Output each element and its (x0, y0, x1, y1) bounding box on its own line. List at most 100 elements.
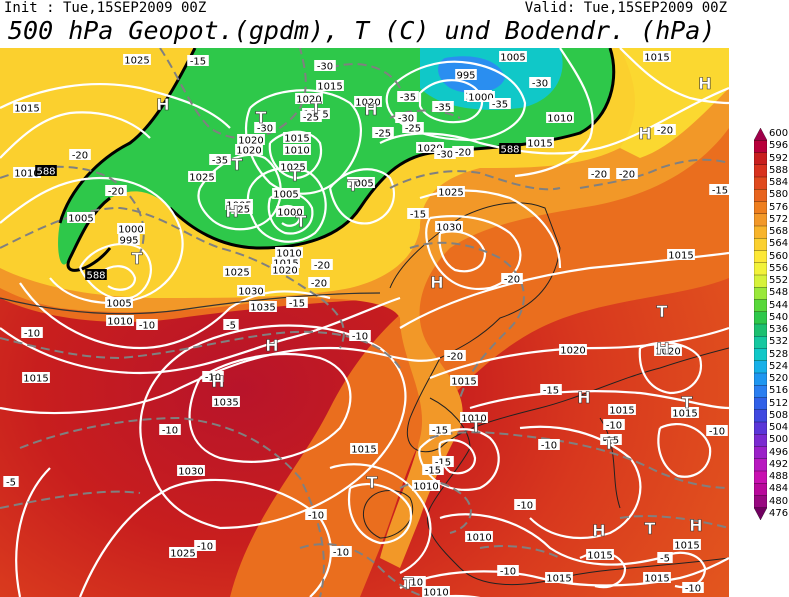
isotherm-label: -10 (202, 371, 224, 384)
isotherm-label-text: -20 (108, 187, 124, 198)
legend-swatch (754, 323, 767, 337)
isotherm-label: -15 (432, 456, 454, 469)
isobar-label: 1015 (316, 80, 344, 93)
legend-value: 588 (769, 164, 789, 176)
isotherm-label: -10 (603, 419, 625, 432)
legend-swatch (754, 140, 767, 154)
header: Init : Tue,15SEP2009 00Z Valid: Tue,15SE… (0, 0, 789, 48)
isobar-label-text: 1015 (546, 574, 571, 585)
legend-value: 516 (769, 385, 789, 397)
isotherm-label: -25 (300, 111, 322, 124)
isotherm-label: -10 (349, 330, 371, 343)
isobar-label-text: 1015 (23, 374, 48, 385)
isotherm-label-text: -15 (603, 436, 619, 447)
isotherm-label: -5 (3, 476, 19, 489)
legend-value: 596 (769, 140, 789, 152)
legend-value: 544 (769, 299, 789, 311)
yellow-zone-ne (620, 48, 729, 158)
isobar-label: 1020 (237, 134, 265, 147)
legend-value: 576 (769, 201, 789, 213)
isobar-label: 1010 (283, 144, 311, 157)
legend-swatch (754, 250, 767, 264)
isotherm-label-text: -10 (205, 373, 221, 384)
isobar-label: 1015 (526, 137, 554, 150)
isotherm-label: -10 (682, 582, 704, 595)
isobar-label-text: 1010 (461, 414, 486, 425)
legend-swatch (754, 421, 767, 435)
isotherm-label: -10 (21, 327, 43, 340)
isotherm-label-text: -10 (333, 548, 349, 559)
isotherm-label-text: -20 (657, 126, 673, 137)
isotherm-label-text: -10 (407, 578, 423, 589)
legend-swatch (754, 470, 767, 484)
isobar-label: 1015 (545, 572, 573, 585)
isotherm-label-text: -10 (24, 329, 40, 340)
isotherm-label-text: -15 (543, 386, 559, 397)
isotherm-label-text: -15 (289, 299, 305, 310)
isobar-label-text: 1005 (106, 299, 131, 310)
high-pressure-center: H (430, 273, 443, 292)
isotherm-label-text: -25 (303, 113, 319, 124)
legend-value: 556 (769, 262, 789, 274)
isobar-label: 1035 (212, 396, 240, 409)
isobar-label-text: 1015 (14, 104, 39, 115)
legend-swatch (754, 434, 767, 448)
geopot-label-text: 588 (36, 167, 55, 178)
isobar-label: 1015 (283, 132, 311, 145)
isobar-label-text: 1015 (451, 377, 476, 388)
isobar-label-text: 1015 (317, 82, 342, 93)
high-pressure-center: H (265, 336, 278, 355)
isobar-label-text: 1020 (236, 146, 261, 157)
low-pressure-center: T (471, 417, 482, 436)
isotherm-label-text: -30 (317, 62, 333, 73)
isobar-label: 995 (118, 234, 140, 247)
legend-swatch (754, 189, 767, 203)
isotherm-label-text: -5 (6, 478, 16, 489)
isobar-label-text: 1010 (423, 588, 448, 597)
isobar-label-text: 1030 (238, 287, 263, 298)
isotherm-label-text: -15 (425, 466, 441, 477)
isotherm-label: -15 (286, 297, 308, 310)
legend-value: 508 (769, 409, 789, 421)
legend-swatch (754, 299, 767, 313)
isotherm-label-text: -5 (660, 554, 670, 565)
isobar-label-text: 1000 (277, 208, 302, 219)
isobar-label-text: 1025 (170, 549, 195, 560)
isobar-label-text: 1010 (107, 317, 132, 328)
isobar-label: 1010 (546, 112, 574, 125)
isotherm-label: -10 (305, 509, 327, 522)
low-pressure-center: T (604, 434, 615, 453)
isotherm-label: -10 (159, 424, 181, 437)
isobar-label-text: 1005 (500, 53, 525, 64)
isobar-label-text: 1020 (296, 95, 321, 106)
low-pressure-center: T (657, 302, 668, 321)
high-pressure-center: H (689, 516, 702, 535)
legend-swatch (754, 201, 767, 215)
legend-value: 496 (769, 446, 789, 458)
isotherm-label: -20 (616, 168, 638, 181)
legend-swatch (754, 213, 767, 227)
isotherm-label-text: -10 (162, 426, 178, 437)
isotherm-label: -20 (452, 146, 474, 159)
legend-value: 572 (769, 213, 789, 225)
isobar-label-text: 1010 (14, 169, 39, 180)
high-pressure-center: H (156, 95, 169, 114)
legend-swatch (754, 225, 767, 239)
isobar-label: 1010 (275, 247, 303, 260)
legend-value: 580 (769, 189, 789, 201)
legend-value: 600 (769, 128, 789, 140)
isotherm-label: -20 (311, 259, 333, 272)
low-pressure-center: T (348, 176, 359, 195)
isotherm-label-text: -20 (72, 151, 88, 162)
isobar-label: 1005 (105, 297, 133, 310)
isotherm-label: -35 (397, 91, 419, 104)
isotherm-label-text: -20 (504, 275, 520, 286)
legend-swatch (754, 446, 767, 460)
legend-swatch (754, 507, 767, 520)
isotherm-label-text: -20 (447, 352, 463, 363)
isobar-label: 1015 (22, 372, 50, 385)
isotherm-label-text: -30 (532, 79, 548, 90)
isobar-label-text: 1010 (466, 533, 491, 544)
isobar-label-text: 1010 (276, 249, 301, 260)
isobar-label: 1020 (295, 93, 323, 106)
